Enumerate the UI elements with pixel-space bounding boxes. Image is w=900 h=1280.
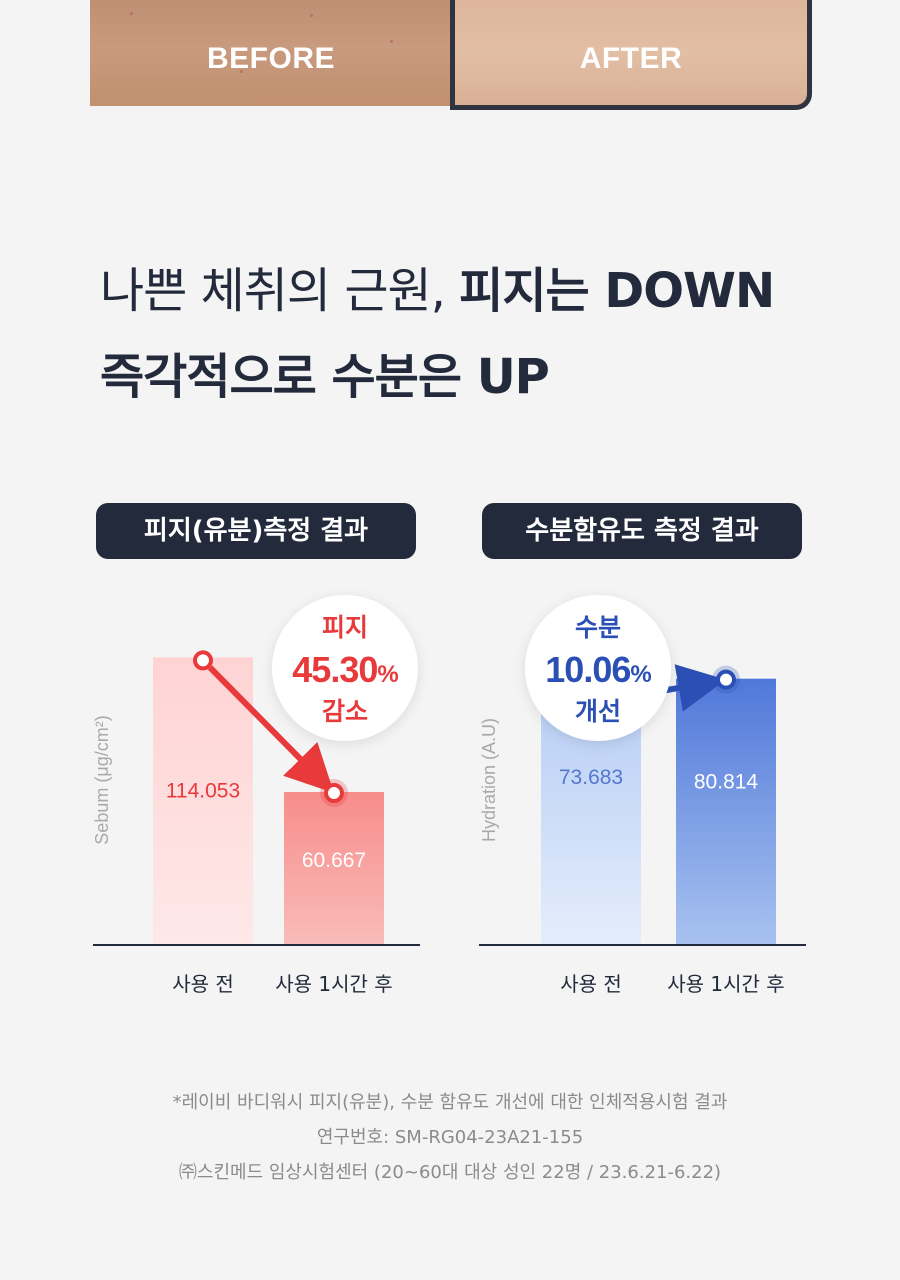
hydration-bar-2-value: 80.814 xyxy=(694,771,759,794)
sebum-bar-1-value: 114.053 xyxy=(166,779,240,802)
after-photo: AFTER xyxy=(450,0,812,110)
after-label: AFTER xyxy=(579,42,683,75)
hydration-category-1: 사용 전 xyxy=(560,972,622,996)
hydration-bar-2 xyxy=(676,678,776,945)
footnote: *레이비 바디워시 피지(유분), 수분 함유도 개선에 대한 인체적용시험 결… xyxy=(0,1085,900,1190)
headline-line1-bold: 피지는 DOWN xyxy=(459,263,775,319)
before-photo: BEFORE xyxy=(90,0,452,106)
hydration-badge xyxy=(525,595,671,741)
sebum-bar-1 xyxy=(153,657,253,945)
hydration-badge-value: 10.06% xyxy=(545,649,651,690)
sebum-trend-arrow xyxy=(207,665,334,794)
hydration-point-2 xyxy=(716,669,736,690)
headline-line1-light: 나쁜 체취의 근원, xyxy=(100,263,460,319)
hydration-bar-1-value: 73.683 xyxy=(559,766,623,789)
sebum-badge-value: 45.30% xyxy=(292,649,398,690)
sebum-chart-title: 피지(유분)측정 결과 xyxy=(96,503,416,559)
before-label: BEFORE xyxy=(206,42,335,75)
hydration-chart-title: 수분함유도 측정 결과 xyxy=(482,503,802,559)
sebum-category-2: 사용 1시간 후 xyxy=(275,972,392,996)
sebum-point-2 xyxy=(324,783,344,804)
hydration-ylabel: Hydration (A.U) xyxy=(479,718,499,842)
headline: 나쁜 체취의 근원, 피지는 DOWN 즉각적으로 수분은 UP xyxy=(100,248,775,420)
hydration-badge-bottom: 개선 xyxy=(575,697,621,726)
sebum-bar-2 xyxy=(284,792,384,945)
hydration-badge-top: 수분 xyxy=(575,613,621,642)
sebum-ylabel: Sebum (μg/cm²) xyxy=(92,715,112,844)
sebum-point-1 xyxy=(193,650,213,671)
footnote-line1: *레이비 바디워시 피지(유분), 수분 함유도 개선에 대한 인체적용시험 결… xyxy=(172,1092,728,1113)
charts-area: Sebum (μg/cm²) 114.053 사용 전 60.667 사용 1시간 후 피… xyxy=(92,595,806,996)
footnote-line3: ㈜스킨메드 임상시험센터 (20~60대 대상 성인 22명 / 23.6.21… xyxy=(178,1162,722,1183)
hydration-bar-1 xyxy=(541,702,641,945)
sebum-badge xyxy=(272,595,418,741)
sebum-badge-bottom: 감소 xyxy=(322,697,368,726)
headline-line2-bold: 즉각적으로 수분은 UP xyxy=(100,349,550,405)
footnote-line2: 연구번호: SM-RG04-23A21-155 xyxy=(316,1127,584,1148)
hydration-category-2: 사용 1시간 후 xyxy=(667,972,784,996)
sebum-bar-2-value: 60.667 xyxy=(302,849,366,872)
sebum-badge-top: 피지 xyxy=(322,613,368,642)
sebum-category-1: 사용 전 xyxy=(172,972,234,996)
